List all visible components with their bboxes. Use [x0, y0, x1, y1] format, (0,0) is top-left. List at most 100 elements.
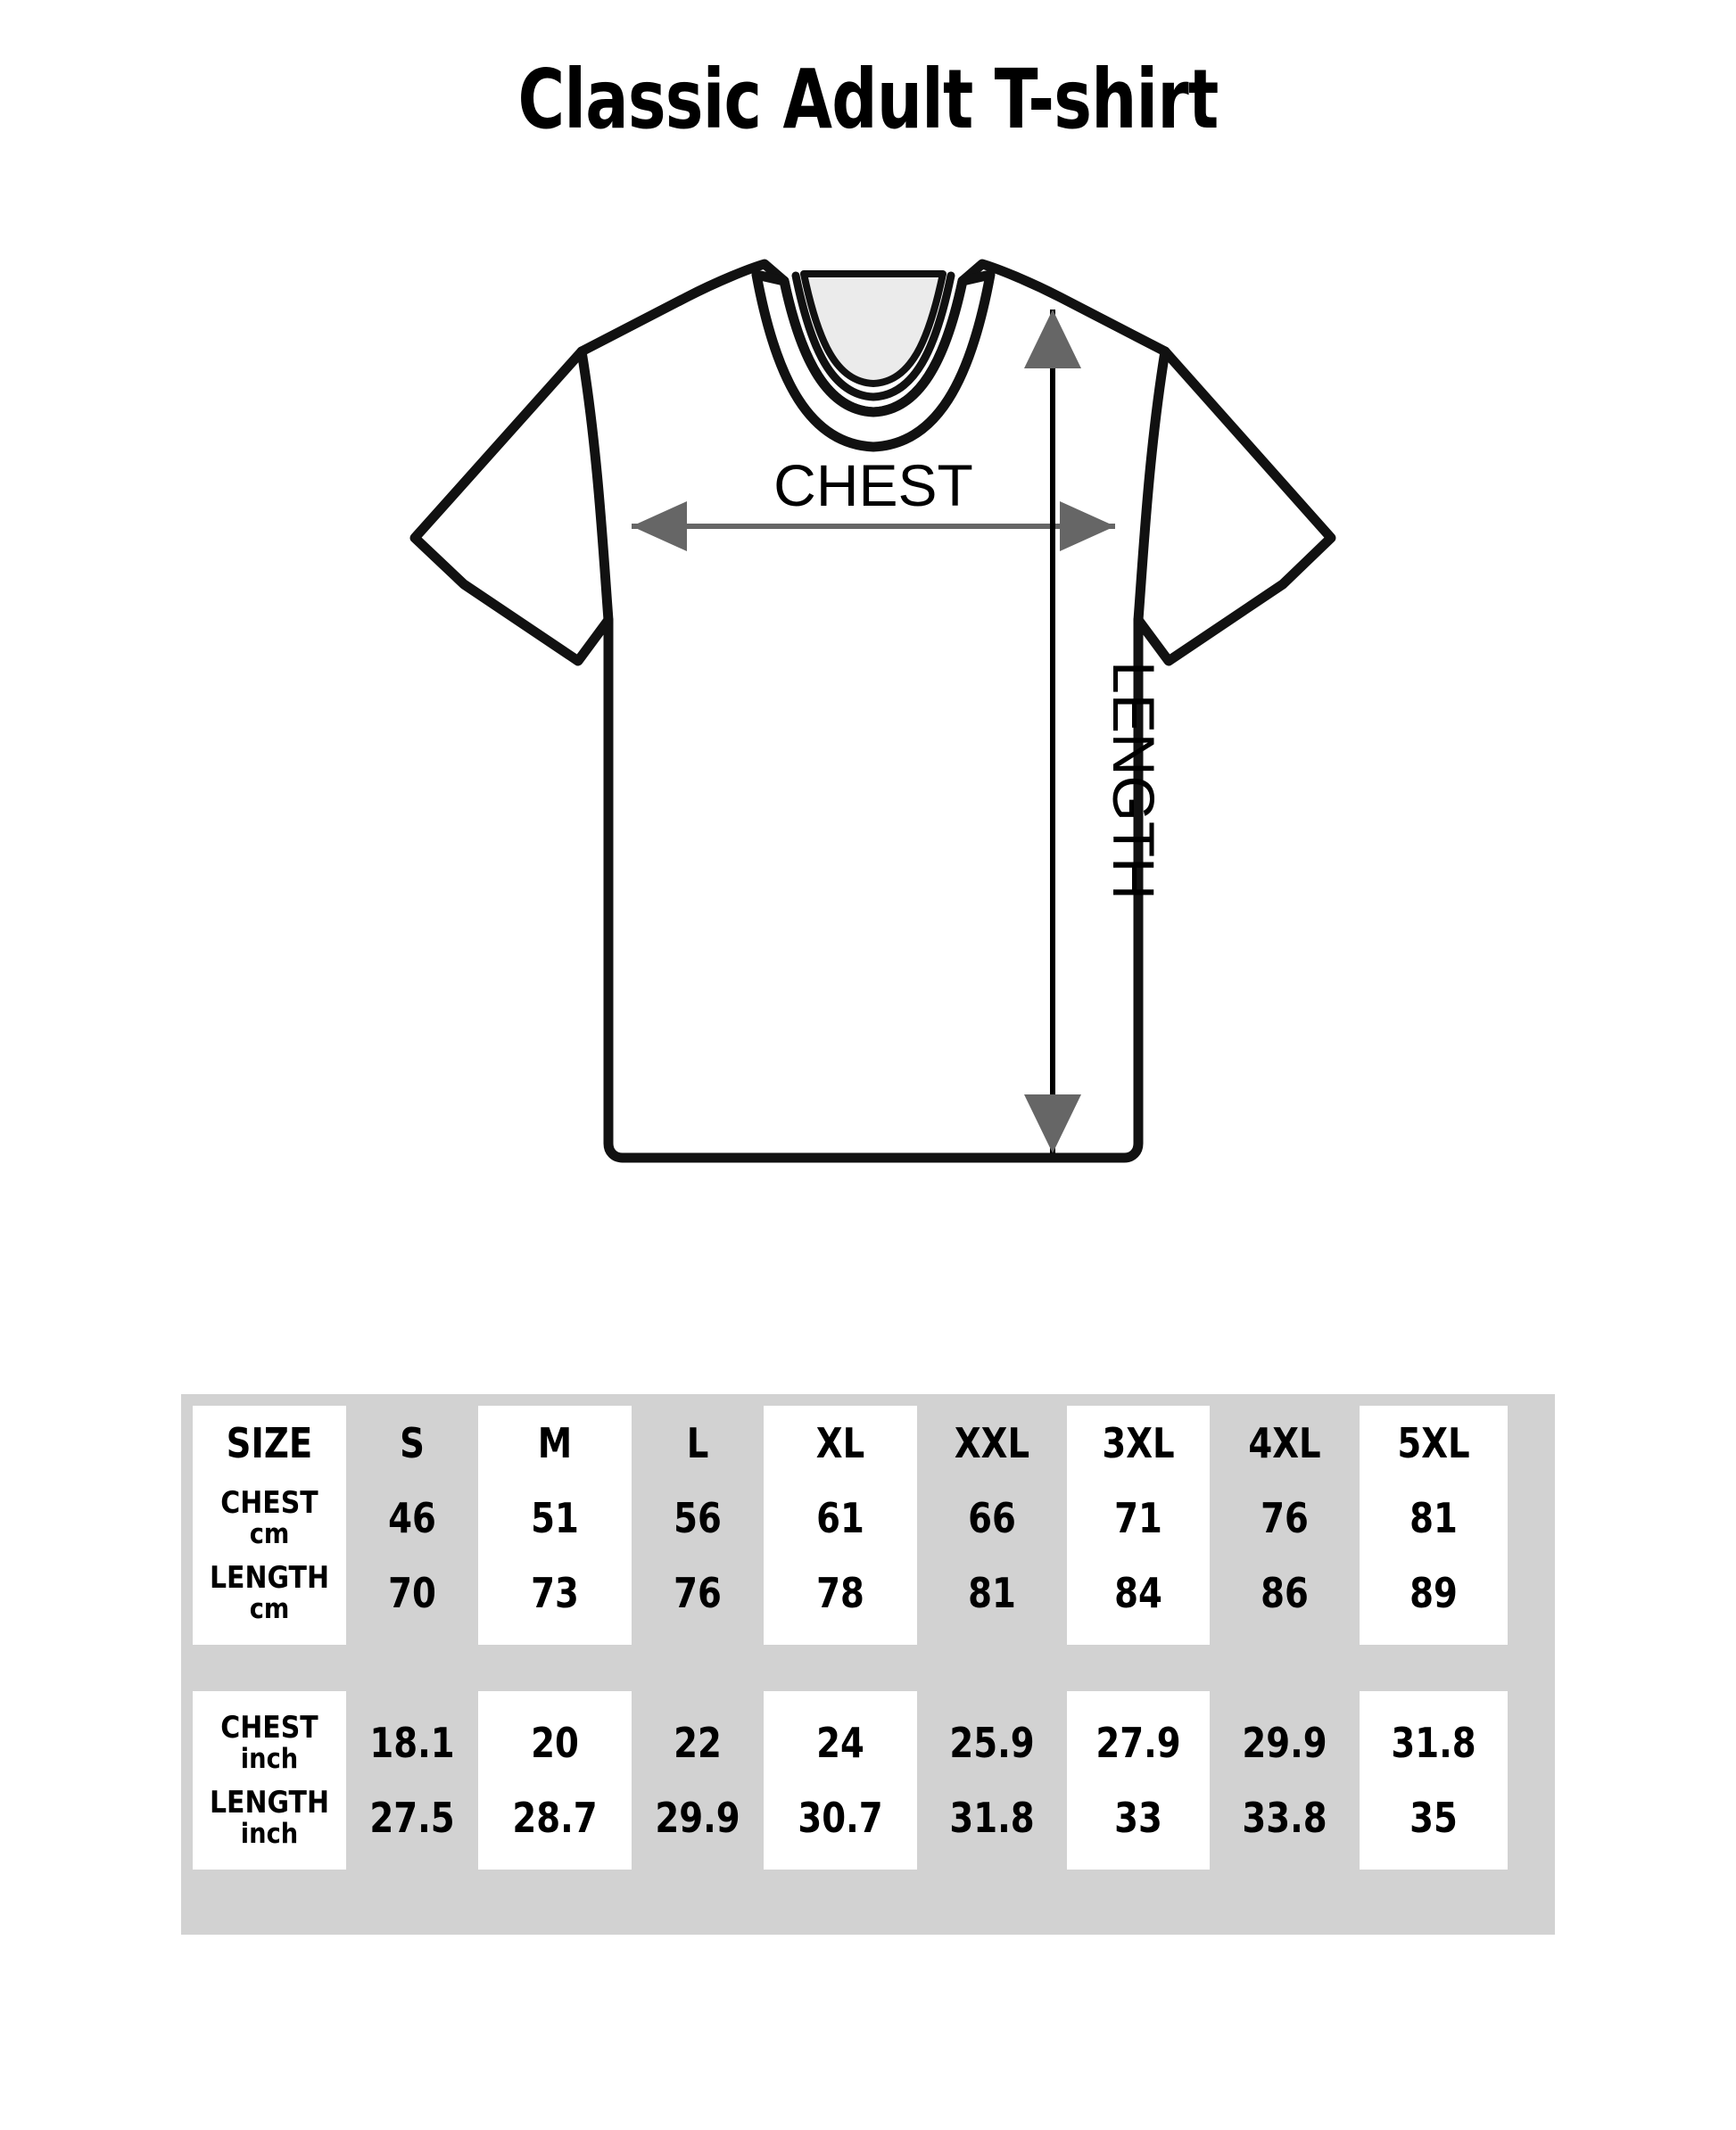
collar-inner-ring	[791, 271, 955, 401]
cell-pad	[1067, 1855, 1210, 1870]
size-column-xl: XL 61 78	[764, 1406, 917, 1645]
cm-section: SIZE CHEST cm LENGTH cm S 46 70 M 51 73	[193, 1406, 1543, 1645]
cell-pad	[1222, 1855, 1347, 1870]
size-column-l: L 56 76	[644, 1406, 751, 1645]
header-cell-l: L	[686, 1419, 709, 1467]
cell-pad	[359, 1631, 466, 1645]
cell-pad	[193, 1855, 346, 1870]
length-arrow-head-top	[1024, 310, 1081, 368]
size-column-5xl: 5XL 81 89	[1360, 1406, 1508, 1645]
column-gap	[1347, 1691, 1360, 1870]
cell-pad	[1360, 1691, 1508, 1705]
cell-length-inch-5xl: 35	[1409, 1794, 1458, 1842]
right-sleeve-seam	[1133, 346, 1170, 625]
length-measure-arrow: LENGTH	[1024, 310, 1167, 1153]
cell-chest-cm-3xl: 71	[1114, 1494, 1162, 1542]
cell-length-cm-l: 76	[674, 1569, 722, 1617]
cell-length-inch-xxl: 31.8	[949, 1794, 1035, 1842]
column-gap	[917, 1691, 930, 1870]
column-gap	[632, 1691, 644, 1870]
cell-length-inch-m: 28.7	[512, 1794, 598, 1842]
size-column-3xl-inch: 27.9 33	[1067, 1691, 1210, 1870]
header-cell-m: M	[537, 1419, 573, 1467]
cell-pad	[764, 1631, 917, 1645]
cell-pad	[764, 1691, 917, 1705]
size-chart-table: SIZE CHEST cm LENGTH cm S 46 70 M 51 73	[181, 1394, 1555, 1935]
cell-pad	[1067, 1691, 1210, 1705]
size-column-xxl-inch: 25.9 31.8	[930, 1691, 1054, 1870]
size-column-m: M 51 73	[478, 1406, 632, 1645]
cell-chest-inch-xxl: 25.9	[949, 1719, 1035, 1767]
cell-length-inch-4xl: 33.8	[1242, 1794, 1327, 1842]
column-gap	[751, 1406, 764, 1645]
cell-chest-inch-3xl: 27.9	[1095, 1719, 1181, 1767]
cell-length-cm-m: 73	[531, 1569, 579, 1617]
cell-chest-cm-s: 46	[388, 1494, 436, 1542]
header-cell-5xl: 5XL	[1397, 1419, 1470, 1467]
cell-pad	[478, 1855, 632, 1870]
collar-neck-hole	[800, 270, 947, 387]
cell-chest-inch-m: 20	[531, 1719, 579, 1767]
cell-chest-inch-xl: 24	[816, 1719, 864, 1767]
cell-chest-inch-s: 18.1	[369, 1719, 455, 1767]
row-label-length-cm: LENGTH cm	[209, 1560, 330, 1625]
cell-pad	[359, 1855, 466, 1870]
size-column-s-inch: 18.1 27.5	[359, 1691, 466, 1870]
cell-pad	[764, 1855, 917, 1870]
cell-pad	[1067, 1631, 1210, 1645]
column-gap	[1347, 1406, 1360, 1645]
size-column-s: S 46 70	[359, 1406, 466, 1645]
cell-length-inch-xl: 30.7	[798, 1794, 883, 1842]
column-gap	[1210, 1691, 1222, 1870]
row-label-chest-inch: CHEST inch	[220, 1710, 318, 1775]
size-column-xl-inch: 24 30.7	[764, 1691, 917, 1870]
length-arrow-head-bottom	[1024, 1094, 1081, 1153]
size-column-3xl: 3XL 71 84	[1067, 1406, 1210, 1645]
cell-chest-inch-l: 22	[674, 1719, 722, 1767]
size-column-5xl-inch: 31.8 35	[1360, 1691, 1508, 1870]
cell-length-cm-3xl: 84	[1114, 1569, 1162, 1617]
header-cell-size: SIZE	[226, 1419, 313, 1467]
cell-chest-cm-m: 51	[531, 1494, 579, 1542]
tshirt-diagram: CHEST LENGTH	[375, 227, 1338, 1200]
column-gap	[1210, 1406, 1222, 1645]
cell-pad	[644, 1631, 751, 1645]
column-gap	[751, 1691, 764, 1870]
cell-chest-cm-xl: 61	[816, 1494, 864, 1542]
cell-chest-inch-4xl: 29.9	[1242, 1719, 1327, 1767]
section-separator	[193, 1645, 1543, 1691]
size-column-4xl-inch: 29.9 33.8	[1222, 1691, 1347, 1870]
column-gap	[346, 1691, 359, 1870]
header-cell-s: S	[400, 1419, 425, 1467]
cell-chest-cm-l: 56	[674, 1494, 722, 1542]
chest-arrow-head-right	[1060, 501, 1115, 551]
column-gap	[466, 1691, 478, 1870]
cell-chest-cm-5xl: 81	[1409, 1494, 1458, 1542]
cell-pad	[1222, 1631, 1347, 1645]
cell-length-cm-xxl: 81	[968, 1569, 1016, 1617]
cell-pad	[644, 1855, 751, 1870]
column-gap	[917, 1406, 930, 1645]
cell-length-cm-s: 70	[388, 1569, 436, 1617]
length-label: LENGTH	[1101, 661, 1167, 900]
cell-chest-cm-xxl: 66	[968, 1494, 1016, 1542]
cell-pad	[930, 1631, 1054, 1645]
row-label-column: SIZE CHEST cm LENGTH cm	[193, 1406, 346, 1645]
cell-pad	[1222, 1691, 1347, 1705]
row-label-chest-cm: CHEST cm	[220, 1485, 318, 1550]
size-column-m-inch: 20 28.7	[478, 1691, 632, 1870]
cell-pad	[644, 1691, 751, 1705]
header-cell-4xl: 4XL	[1248, 1419, 1321, 1467]
cell-pad	[930, 1855, 1054, 1870]
cell-length-inch-l: 29.9	[655, 1794, 740, 1842]
cell-chest-cm-4xl: 76	[1261, 1494, 1309, 1542]
column-gap	[1054, 1691, 1067, 1870]
cell-chest-inch-5xl: 31.8	[1391, 1719, 1476, 1767]
cell-pad	[1360, 1855, 1508, 1870]
cell-pad	[359, 1691, 466, 1705]
size-column-l-inch: 22 29.9	[644, 1691, 751, 1870]
chest-arrow-head-left	[632, 501, 687, 551]
row-label-length-inch: LENGTH inch	[209, 1785, 330, 1850]
header-cell-xl: XL	[815, 1419, 865, 1467]
cell-length-cm-xl: 78	[816, 1569, 864, 1617]
